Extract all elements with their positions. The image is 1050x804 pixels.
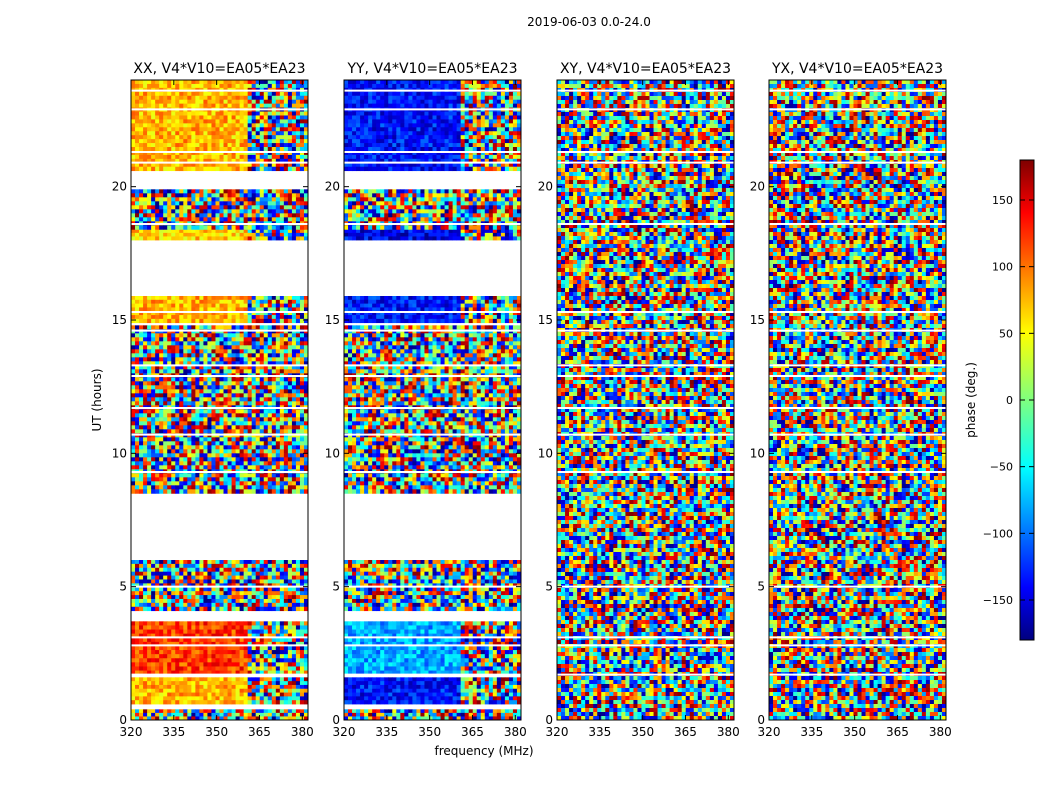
x-tick-label: 320	[333, 725, 356, 739]
x-tick-label: 350	[843, 725, 866, 739]
x-tick-label: 365	[886, 725, 909, 739]
y-tick-label: 15	[112, 313, 127, 327]
panel-xx: XX, V4*V10=EA05*EA23 320 335 350 365 380 0 5 10 1…	[112, 61, 314, 739]
x-tick-label: 335	[162, 725, 185, 739]
y-tick-label: 5	[119, 580, 127, 594]
y-axis-label: UT (hours)	[90, 368, 104, 431]
colorbar: 150 100 50 0 −50 −100 −150	[983, 160, 1034, 640]
y-tick-label: 15	[750, 313, 765, 327]
heatmap-cells	[344, 80, 521, 720]
heatmap-cells	[769, 80, 946, 720]
panels-group: XX, V4*V10=EA05*EA23 320 335 350 365 380 0 5 10 1…	[112, 61, 952, 739]
x-tick-label: 350	[418, 725, 441, 739]
panel-title: XX, V4*V10=EA05*EA23	[133, 61, 305, 77]
panel-xy: XY, V4*V10=EA05*EA23 320 335 350 365 380 0 5 10 1…	[538, 61, 740, 739]
heatmap-cells	[557, 80, 734, 720]
colorbar-tick-label: −50	[990, 461, 1013, 474]
y-tick-label: 0	[757, 713, 765, 727]
panel-yy: YY, V4*V10=EA05*EA23 320 335 350 365 380 0 5 10 1…	[325, 61, 527, 739]
y-tick-label: 5	[545, 580, 553, 594]
x-tick-label: 320	[758, 725, 781, 739]
y-tick-label: 5	[332, 580, 340, 594]
x-tick-label: 320	[546, 725, 569, 739]
x-tick-label: 365	[461, 725, 484, 739]
colorbar-tick-label: 100	[992, 261, 1013, 274]
x-tick-label: 350	[205, 725, 228, 739]
y-tick-label: 20	[538, 180, 553, 194]
y-tick-label: 0	[545, 713, 553, 727]
y-tick-label: 10	[325, 446, 340, 460]
x-tick-label: 380	[929, 725, 952, 739]
y-tick-label: 0	[119, 713, 127, 727]
x-tick-label: 380	[504, 725, 527, 739]
colorbar-tick-label: −150	[983, 594, 1013, 607]
y-tick-label: 20	[325, 180, 340, 194]
y-tick-label: 10	[112, 446, 127, 460]
y-tick-label: 20	[112, 180, 127, 194]
x-tick-label: 365	[248, 725, 271, 739]
colorbar-tick-label: 0	[1006, 394, 1013, 407]
y-tick-label: 5	[757, 580, 765, 594]
x-tick-label: 365	[674, 725, 697, 739]
colorbar-tick-label: 150	[992, 194, 1013, 207]
figure-suptitle: 2019-06-03 0.0-24.0	[527, 15, 651, 29]
x-tick-label: 335	[375, 725, 398, 739]
x-tick-label: 320	[120, 725, 143, 739]
x-tick-label: 380	[291, 725, 314, 739]
y-tick-label: 0	[332, 713, 340, 727]
panel-title: YX, V4*V10=EA05*EA23	[771, 61, 943, 77]
y-tick-label: 20	[750, 180, 765, 194]
heatmap-cells	[131, 80, 308, 720]
x-tick-label: 380	[717, 725, 740, 739]
colorbar-tick-label: 50	[999, 327, 1013, 340]
x-tick-label: 350	[631, 725, 654, 739]
panel-yx: YX, V4*V10=EA05*EA23 320 335 350 365 380 0 5 10 1…	[750, 61, 952, 739]
y-tick-label: 10	[750, 446, 765, 460]
colorbar-tick-label: −100	[983, 527, 1013, 540]
panel-title: YY, V4*V10=EA05*EA23	[346, 61, 517, 77]
y-tick-label: 15	[325, 313, 340, 327]
x-tick-label: 335	[588, 725, 611, 739]
colorbar-label: phase (deg.)	[964, 362, 978, 438]
y-tick-label: 15	[538, 313, 553, 327]
y-tick-label: 10	[538, 446, 553, 460]
x-axis-label: frequency (MHz)	[434, 744, 533, 758]
x-tick-label: 335	[800, 725, 823, 739]
panel-title: XY, V4*V10=EA05*EA23	[560, 61, 731, 77]
